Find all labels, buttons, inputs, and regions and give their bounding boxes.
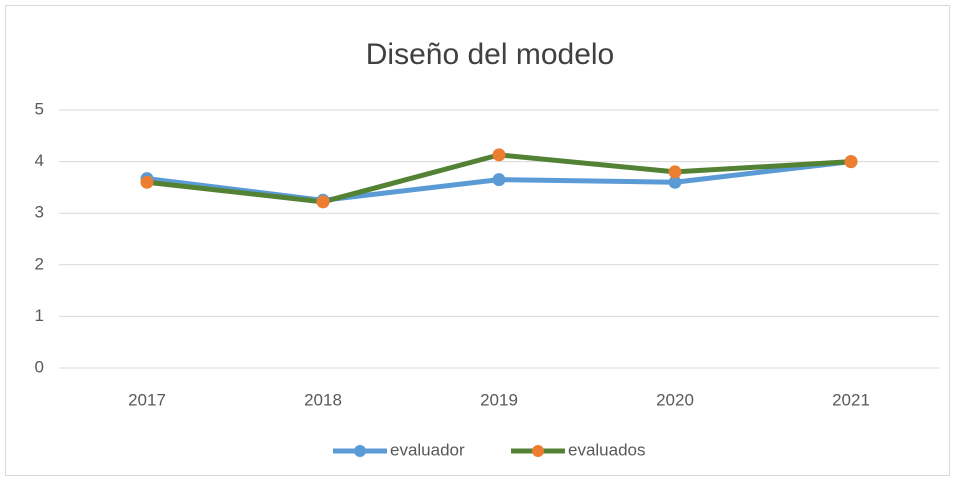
data-point bbox=[492, 173, 506, 187]
data-point bbox=[492, 148, 506, 162]
y-tick-label: 3 bbox=[35, 203, 44, 222]
y-tick-label: 5 bbox=[35, 99, 44, 118]
y-tick-label: 4 bbox=[35, 151, 44, 170]
legend-marker bbox=[354, 445, 366, 457]
data-point bbox=[844, 155, 858, 169]
x-tick-label: 2021 bbox=[832, 390, 870, 409]
data-point bbox=[316, 195, 330, 209]
y-tick-label: 1 bbox=[35, 306, 44, 325]
data-point bbox=[140, 175, 154, 189]
data-point bbox=[668, 165, 682, 179]
x-tick-label: 2017 bbox=[128, 390, 166, 409]
chart-title: Diseño del modelo bbox=[366, 38, 614, 71]
legend-marker bbox=[532, 445, 544, 457]
x-tick-label: 2020 bbox=[656, 390, 694, 409]
legend-label: evaluador bbox=[390, 440, 465, 459]
x-tick-label: 2019 bbox=[480, 390, 518, 409]
data-point bbox=[668, 175, 682, 189]
legend-label: evaluados bbox=[568, 440, 646, 459]
x-tick-label: 2018 bbox=[304, 390, 342, 409]
chart-border bbox=[5, 5, 950, 476]
y-tick-label: 2 bbox=[35, 254, 44, 273]
y-tick-label: 0 bbox=[35, 357, 44, 376]
